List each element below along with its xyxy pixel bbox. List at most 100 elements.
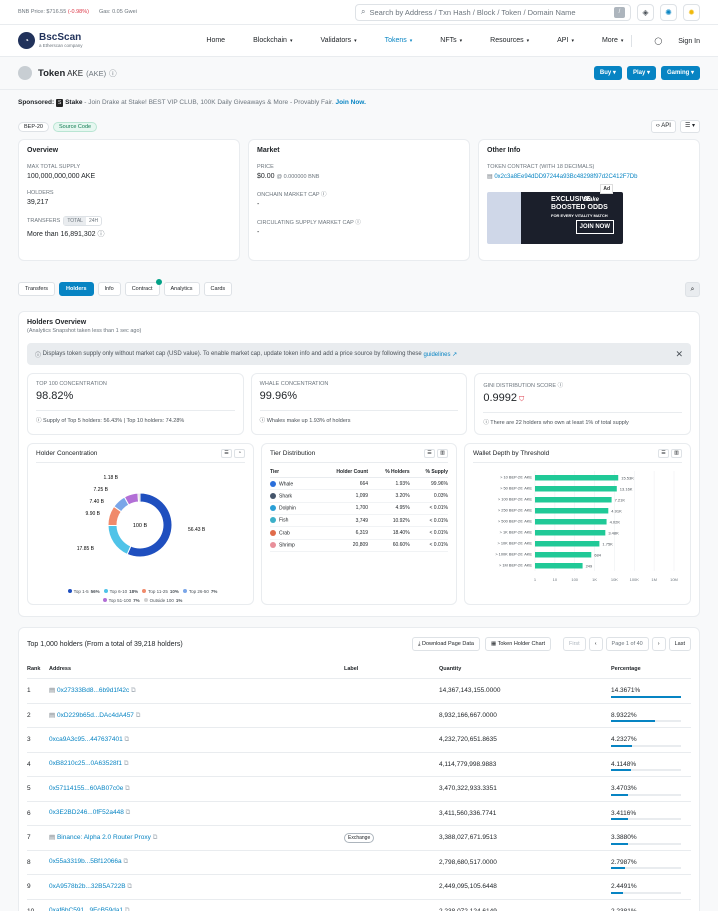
buy-button[interactable]: Buy ▾ [593,66,622,80]
legend-item-top-6-10[interactable]: Top 6-10 18% [100,589,138,594]
holder-address-link[interactable]: 0xaf6bC591...9EcB59da1 [49,907,124,911]
source-code-badge[interactable]: Source Code [52,121,98,132]
next-page-button[interactable]: › [651,637,666,651]
network-icon[interactable]: ✹ [683,3,700,21]
copy-icon[interactable]: ⧉ [121,858,129,866]
bscscan-logo[interactable]: ◔ BscScan a Etherscan company [18,32,83,49]
transfers-total-tab[interactable]: TOTAL [64,217,86,225]
wallet-depth-title: Wallet Depth by Threshold [473,450,682,463]
copy-icon[interactable]: ⧉ [123,784,130,792]
search-input[interactable]: ⌕ Search by Address / Txn Hash / Block /… [355,3,631,21]
depth-bar-2[interactable] [535,497,612,503]
other-info-card: Other Info TOKEN CONTRACT (WITH 18 DECIM… [478,139,700,261]
nav-api[interactable]: API ▾ [543,37,574,44]
nav-more[interactable]: More ▾ [588,37,623,44]
gas-price[interactable]: Gas: 0.05 Gwei [98,9,137,15]
tab-transfers[interactable]: Transfers [18,282,56,296]
api-button[interactable]: ‹› API [650,120,676,133]
prev-page-button[interactable]: ‹ [588,637,603,651]
nav-home[interactable]: Home [192,37,225,44]
holder-address-link[interactable]: 0x57114155...60AB07c0e [49,784,124,792]
depth-bar-6[interactable] [535,541,600,547]
theme-icon[interactable]: ✺ [660,3,677,21]
info-icon[interactable]: ⓘ [320,192,327,198]
gaming-button[interactable]: Gaming ▾ [660,66,700,80]
holder-address-link[interactable]: 0x27333Bd8...6b9d1f42c [56,687,130,695]
nav-resources[interactable]: Resources ▾ [476,37,529,44]
transfers-24h-tab[interactable]: 24H [88,218,99,224]
guidelines-link[interactable]: guidelines ↗ [423,351,458,358]
bar-view-icon[interactable]: ▥ [437,449,448,458]
depth-bar-0[interactable] [535,475,619,481]
depth-bar-7[interactable] [535,552,592,558]
legend-item-outside-100[interactable]: Outside 100 1% [140,598,182,603]
bnb-icon[interactable]: ◈ [637,3,654,21]
holder-address-link[interactable]: Binance: Alpha 2.0 Router Proxy [56,834,151,842]
sponsor-brand[interactable]: Stake [65,99,83,106]
depth-bar-3[interactable] [535,508,609,514]
donut-value-label: 1.18 B [104,475,119,481]
tab-analytics[interactable]: Analytics [163,282,200,296]
bar-view-icon[interactable]: ▥ [671,449,682,458]
tab-cards[interactable]: Cards [203,282,233,296]
copy-icon[interactable]: ⧉ [133,711,141,719]
holder-address-link[interactable]: 0xD229b65d...DAc4dA457 [56,711,134,719]
pie-view-icon[interactable]: ◔ [234,449,245,458]
contract-file-icon: ▤ [49,711,57,719]
tab-contract[interactable]: Contract [124,279,162,296]
info-icon[interactable]: ⓘ [97,231,105,238]
holder-address-link[interactable]: 0xA9578b2b...32B5A722B [49,882,126,890]
logo-icon: ◔ [18,32,35,49]
donut-slice-top-6-10[interactable] [107,524,132,555]
copy-icon[interactable]: ⧉ [129,687,136,695]
holder-address-link[interactable]: 0x3E2BD246...0fF52a448 [49,809,124,817]
info-icon[interactable]: ⓘ [355,220,361,226]
exchange-badge[interactable]: Exchange [344,833,375,844]
bep20-badge[interactable]: BEP-20 [18,121,49,132]
nav-validators[interactable]: Validators ▾ [306,37,356,44]
info-icon[interactable]: ⓘ [109,68,117,78]
info-icon[interactable]: ⓘ [556,383,564,389]
play-button[interactable]: Play ▾ [626,66,656,80]
list-view-icon[interactable]: ☰ [221,449,232,458]
tier-row-crab: Crab 6,319 18.40% < 0.01% [270,526,448,540]
nav-blockchain[interactable]: Blockchain ▾ [239,37,292,44]
tier-holders: 1.93% [368,477,410,491]
list-view-icon[interactable]: ☰ [424,449,435,458]
holder-address-link[interactable]: 0xB8210c25...0A63528f1 [49,760,123,768]
donut-slice-outside-100[interactable] [137,492,141,503]
stake-ad[interactable]: Ad Stake EXCLUSIVE BOOSTED ODDS FOR EVER… [487,184,623,244]
tab-info[interactable]: Info [97,282,121,296]
tab-holders[interactable]: Holders [59,282,94,296]
depth-bar-8[interactable] [535,563,583,569]
copy-icon[interactable]: ⧉ [122,735,130,743]
legend-name: Top 11-25 [148,589,168,594]
copy-icon[interactable]: ⧉ [123,809,131,817]
sign-in-link[interactable]: ◯ Sign In [640,37,700,45]
legend-item-top-51-100[interactable]: Top 51-100 7% [99,598,140,603]
legend-item-top-1-5[interactable]: Top 1-5 56% [64,589,100,594]
depth-bar-5[interactable] [535,530,606,536]
holder-chart-button[interactable]: ▦ Token Holder Chart [484,637,551,651]
copy-icon[interactable]: ⧉ [122,760,129,768]
last-page-button[interactable]: Last [668,637,691,651]
holder-address-link[interactable]: 0xca9A3c95...447637401 [49,735,123,743]
list-view-icon[interactable]: ☰ [658,449,669,458]
legend-item-top-11-25[interactable]: Top 11-25 10% [138,589,179,594]
contract-address[interactable]: 0x2c3a8Ee94dDD97244a93Bc48298f97d2C412F7… [494,174,638,180]
holder-address-link[interactable]: 0x55a3319b...5Bf12066a [49,858,122,866]
nav-nfts[interactable]: NFTs ▾ [426,37,462,44]
nav-tokens[interactable]: Tokens ▾ [371,37,413,44]
more-options-button[interactable]: ☰ ▾ [679,120,700,133]
copy-icon[interactable]: ⧉ [125,882,133,890]
first-page-button[interactable]: First [563,637,586,651]
sponsor-cta[interactable]: Join Now. [335,99,366,106]
depth-bar-1[interactable] [535,486,617,492]
copy-icon[interactable]: ⧉ [150,834,158,842]
filter-search-icon[interactable]: ⌕ [685,281,700,297]
close-icon[interactable]: ✕ [675,348,683,359]
depth-bar-4[interactable] [535,519,607,525]
download-button[interactable]: ⤓ Download Page Data [412,637,480,651]
legend-item-top-26-50[interactable]: Top 26-50 7% [179,589,217,594]
copy-icon[interactable]: ⧉ [123,907,130,911]
